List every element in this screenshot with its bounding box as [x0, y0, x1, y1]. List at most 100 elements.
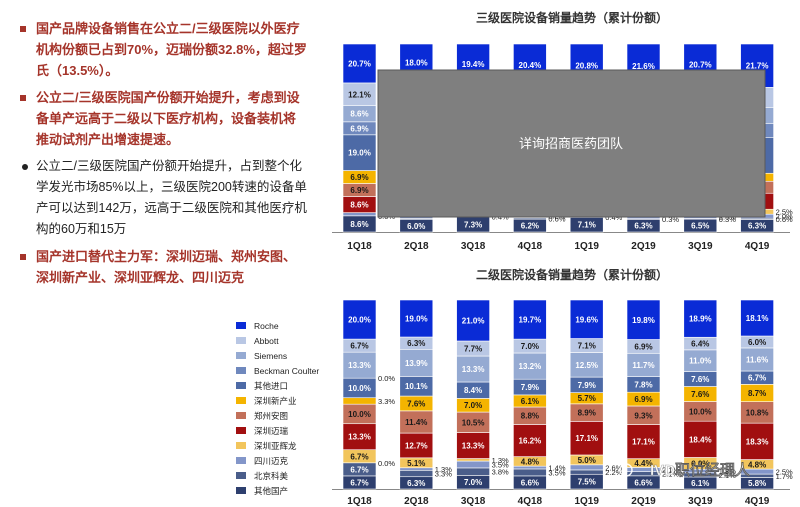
data-label: 16.2% [519, 437, 542, 446]
legend-swatch [236, 352, 246, 359]
legend-label: Roche [254, 320, 279, 331]
data-label: 7.9% [578, 381, 596, 390]
data-label: 6.7% [350, 478, 368, 487]
data-label: 13.3% [462, 365, 485, 374]
data-label: 18.3% [746, 437, 769, 446]
data-label: 6.0% [407, 222, 425, 231]
data-label: 19.7% [519, 316, 542, 325]
data-label: 1.3% [435, 465, 452, 474]
data-label: 6.0% [691, 459, 709, 468]
data-label: 6.9% [350, 173, 368, 182]
bullet-2: 公立二/三级医院国产份额开始提升，考虑到设备单产远高于二级以下医疗机构，设备装机… [18, 87, 308, 150]
bar-segment [569, 299, 604, 339]
watermark: IVD职位经理人 [619, 461, 751, 479]
bar-segment [456, 458, 490, 462]
legend-item: Roche [236, 318, 346, 333]
legend-item: 深圳迈瑞 [236, 423, 346, 438]
data-label: 6.2% [521, 222, 539, 231]
bar-segment [456, 460, 490, 469]
data-label: 6.7% [350, 342, 368, 351]
legend-item: Beckman Coulter [236, 363, 346, 378]
bar-segment [399, 432, 434, 459]
data-label: 19.6% [575, 315, 598, 324]
data-label: 10.0% [689, 407, 712, 416]
legend-item: 其他国产 [236, 483, 346, 498]
x-tick-label: 3Q19 [688, 241, 713, 252]
bar-segment [342, 43, 377, 84]
data-label: 6.5% [691, 222, 709, 231]
x-tick-label: 1Q19 [574, 496, 599, 507]
legend-label: 四川迈克 [254, 455, 289, 466]
data-label: 2.1% [662, 470, 679, 479]
legend-swatch [236, 397, 246, 404]
square-bullet-icon [20, 26, 26, 32]
data-label: 5.1% [407, 459, 425, 468]
bar-segment [456, 355, 490, 383]
bar-segment [399, 467, 434, 471]
bar-segment [342, 134, 377, 171]
data-label: 11.7% [632, 361, 654, 370]
x-tick-label: 2Q19 [631, 496, 656, 507]
legend-swatch [236, 457, 246, 464]
legend-item: 北京科美 [236, 468, 346, 483]
data-label: 8.6% [350, 201, 368, 210]
data-label: 17.1% [632, 438, 655, 447]
data-label: 13.9% [405, 359, 428, 368]
data-label: 12.5% [575, 361, 598, 370]
dot-bullet-icon [22, 164, 28, 170]
bar-segment [569, 352, 604, 378]
x-tick-label: 2Q19 [631, 241, 656, 252]
data-label: 8.8% [521, 412, 539, 421]
data-label: 21.6% [632, 62, 655, 71]
bar-segment [626, 424, 661, 459]
data-label: 4.8% [748, 460, 766, 469]
data-label: 2.0% [776, 212, 793, 221]
bar-segment [342, 423, 377, 451]
square-bullet-icon [20, 254, 26, 260]
legend: Roche Abbott Siemens Beckman Coulter 其他进口 深圳新… [236, 318, 346, 498]
bar-segment [569, 469, 604, 475]
data-label: 10.8% [746, 408, 769, 417]
data-label: 6.6% [521, 478, 539, 487]
data-label: 1.3% [492, 456, 509, 465]
data-label: 1.7% [776, 472, 793, 481]
bar-segment [513, 299, 547, 340]
data-label: 2.6% [605, 463, 622, 472]
x-tick-label: 4Q19 [745, 241, 770, 252]
bar-segment [342, 299, 377, 340]
bar-segment [740, 422, 774, 460]
data-label: 6.9% [350, 124, 368, 133]
bar-segment [456, 467, 490, 476]
data-label: 19.0% [348, 149, 371, 158]
bullet-3-text: 国产进口替代主力军：深圳迈瑞、郑州安图、深圳新产业、深圳亚辉龙、四川迈克 [36, 249, 297, 285]
x-tick-label: 3Q18 [461, 496, 486, 507]
data-label: 0.6% [548, 214, 565, 223]
data-label: 6.9% [634, 342, 652, 351]
sub-bullet: 公立二/三级医院国产份额开始提升，占到整个化学发光市场85%以上，三级医院200… [18, 156, 308, 240]
data-label: 10.0% [348, 384, 371, 393]
data-label: 7.7% [464, 345, 482, 354]
data-label: 21.7% [746, 62, 769, 71]
bar-segment [513, 468, 547, 477]
bar-segment [513, 352, 547, 380]
data-label: 3.8% [492, 468, 509, 477]
data-label: 5.8% [748, 479, 766, 488]
data-label: 7.9% [521, 383, 539, 392]
data-label: 20.7% [348, 59, 371, 68]
sub-bullet-text: 公立二/三级医院国产份额开始提升，占到整个化学发光市场85%以上，三级医院200… [36, 159, 307, 236]
data-label: 6.3% [407, 479, 425, 488]
data-label: 3.5% [492, 460, 509, 469]
bar-segment [342, 397, 377, 405]
data-label: 18.1% [746, 314, 769, 323]
data-label: 8.4% [464, 386, 482, 395]
data-label: 17.1% [575, 434, 598, 443]
data-label: 5.7% [578, 394, 596, 403]
data-label: 6.7% [350, 452, 368, 461]
data-label: 11.0% [689, 357, 711, 366]
bar-segment [342, 212, 377, 217]
data-label: 13.2% [519, 362, 542, 371]
data-label: 19.8% [632, 316, 655, 325]
data-label: 7.1% [578, 221, 596, 230]
legend-item: 深圳亚辉龙 [236, 438, 346, 453]
